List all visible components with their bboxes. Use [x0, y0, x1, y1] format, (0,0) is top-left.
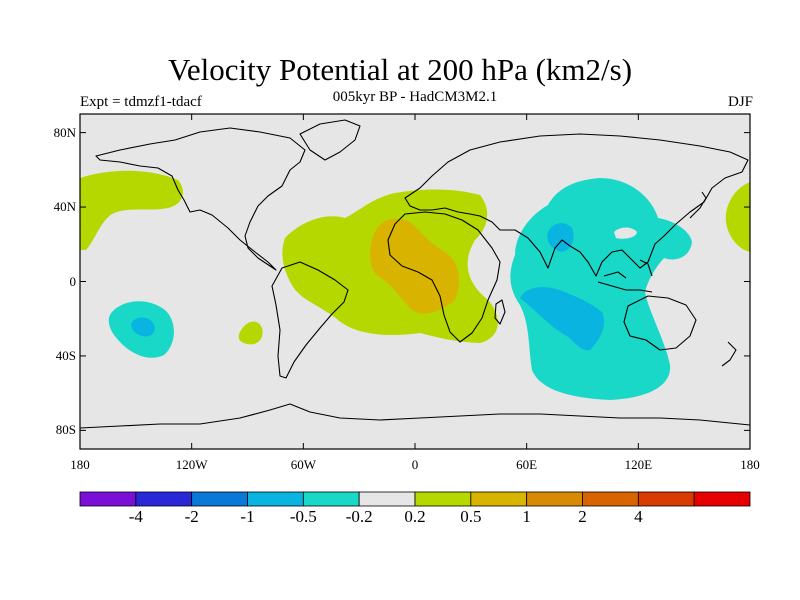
colorbar-swatch: [582, 491, 639, 507]
lon-label: 180: [740, 457, 760, 472]
coastline-greenland: [299, 119, 361, 161]
colorbar-label: 0.2: [404, 507, 426, 526]
map-title: Velocity Potential at 200 hPa (km2/s): [167, 52, 633, 87]
axis-ticks: [79, 114, 751, 449]
colorbar-label: 1: [522, 507, 531, 526]
coastline-japan: [689, 191, 707, 219]
colorbar-swatch: [526, 491, 583, 507]
lat-label: 80N: [53, 124, 76, 140]
coastlines: [80, 119, 750, 429]
lat-label: 80S: [55, 422, 76, 438]
colorbar-label: -2: [184, 507, 199, 526]
colorbar-label: -4: [128, 507, 143, 526]
colorbar-swatch: [191, 491, 248, 507]
colorbar-swatch: [414, 491, 472, 507]
lon-label: 120W: [175, 457, 208, 472]
map-subtitle: 005kyr BP - HadCM3M2.1: [332, 89, 498, 105]
colorbar-swatch: [637, 491, 695, 507]
lat-label: 40S: [55, 347, 76, 363]
colorbar-label: 4: [634, 507, 643, 526]
strong-negative-region-bay-of-bengal: [547, 223, 574, 252]
coastline-north-america: [95, 127, 306, 271]
coastline-eurasia: [404, 133, 749, 277]
strong-negative-region-indian-ocean: [520, 287, 605, 351]
coastline-antarctica: [80, 403, 750, 429]
strong-negative-region-south-pacific-core: [131, 317, 155, 337]
colorbar-label: -1: [240, 507, 255, 526]
colorbar: [79, 491, 751, 507]
season-label: DJF: [727, 94, 753, 110]
colorbar-swatch: [302, 491, 360, 507]
lat-label: 40N: [53, 199, 76, 215]
positive-region-date-line-east: [725, 182, 750, 252]
experiment-label: Expt = tdmzf1-tdacf: [80, 94, 202, 110]
coastline-southeast-asia-islands: [597, 259, 653, 293]
colorbar-swatch: [470, 491, 528, 507]
colorbar-swatch: [79, 491, 137, 507]
coastline-south-america: [271, 261, 349, 379]
colorbar-swatch: [247, 491, 304, 507]
lon-label: 0: [411, 457, 419, 472]
lon-label: 60W: [290, 457, 316, 472]
coastline-australia: [623, 295, 697, 351]
colorbar-swatch: [135, 491, 193, 507]
colorbar-swatch: [693, 491, 751, 507]
coastline-madagascar: [494, 299, 506, 325]
lon-label: 180: [70, 457, 90, 472]
colorbar-label: -0.2: [345, 507, 373, 526]
neutral-patch-northwest-pacific: [614, 227, 637, 239]
lat-label: 0: [69, 273, 77, 289]
positive-region-central-pacific-west: [80, 170, 183, 250]
colorbar-label: 2: [578, 507, 587, 526]
colorbar-swatch: [358, 491, 416, 507]
colorbar-label: -0.5: [289, 507, 317, 526]
colorbar-label: 0.5: [460, 507, 482, 526]
coastline-new-zealand: [721, 341, 737, 367]
lon-label: 60E: [516, 457, 538, 472]
lon-label: 120E: [624, 457, 653, 472]
coastline-africa: [387, 211, 501, 343]
positive-region-south-atlantic-patch: [238, 321, 263, 345]
